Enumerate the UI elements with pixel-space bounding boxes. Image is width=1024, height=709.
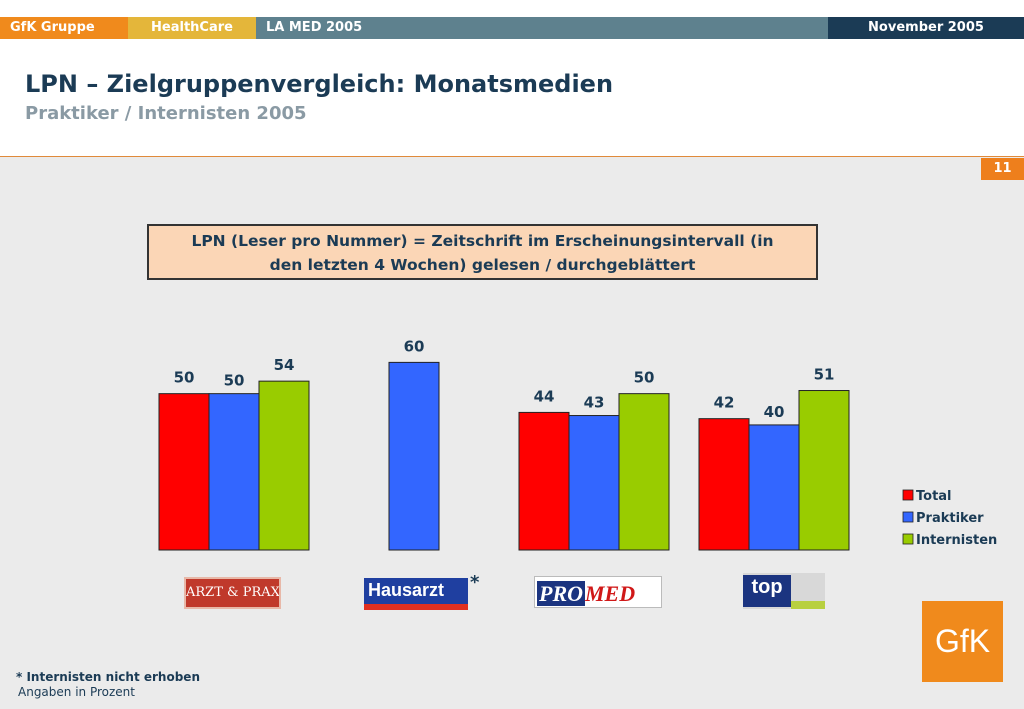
arzt-praxis-logo: ARZT & PRAXIS: [184, 577, 281, 609]
bar-arzt-praxis-praktiker: [208, 393, 260, 551]
promed-logo-med: MED: [585, 581, 636, 606]
bar-promed-total: [518, 411, 570, 551]
bar-promed-praktiker: [568, 415, 620, 551]
data-label-top-medizin-total: 42: [714, 394, 735, 412]
study-label: LA MED 2005: [256, 17, 828, 39]
page-number: 11: [981, 158, 1024, 180]
definition-box: LPN (Leser pro Nummer) = Zeitschrift im …: [147, 224, 818, 280]
hausarzt-logo-stripe: [364, 604, 468, 610]
legend-label-internisten: Internisten: [916, 533, 997, 548]
promed-logo: PROMED: [534, 576, 662, 608]
bar-top-medizin-praktiker: [748, 424, 800, 551]
data-label-arzt-praxis-internisten: 54: [274, 356, 295, 374]
data-label-promed-praktiker: 43: [584, 394, 605, 412]
bar-arzt-praxis-total: [158, 393, 210, 551]
hausarzt-asterisk: *: [470, 572, 480, 593]
gfk-logo: GfK: [922, 601, 1003, 682]
legend-label-total: Total: [916, 489, 952, 504]
date-label: November 2005: [828, 17, 1024, 39]
top-bar: GfK Gruppe HealthCare LA MED 2005 Novemb…: [0, 17, 1024, 39]
top-medizin-logo-accent: [791, 601, 825, 609]
bar-arzt-praxis-internisten: [258, 380, 310, 551]
data-label-promed-total: 44: [534, 387, 555, 405]
unit-note: Angaben in Prozent: [18, 685, 135, 699]
legend-swatch-total: [902, 489, 914, 501]
data-label-top-medizin-praktiker: 40: [764, 403, 785, 421]
hausarzt-logo-text: Hausarzt: [368, 580, 445, 600]
division-label: HealthCare: [128, 17, 256, 39]
data-label-arzt-praxis-praktiker: 50: [224, 372, 245, 390]
legend-swatch-internisten: [902, 533, 914, 545]
data-label-promed-internisten: 50: [634, 369, 655, 387]
legend-label-praktiker: Praktiker: [916, 511, 984, 526]
page-title: LPN – Zielgruppenvergleich: Monatsmedien: [25, 70, 614, 98]
bar-top-medizin-total: [698, 418, 750, 551]
footnote: * Internisten nicht erhoben: [16, 670, 200, 684]
legend-swatch-praktiker: [902, 511, 914, 523]
definition-line-2: den letzten 4 Wochen) gelesen / durchgeb…: [269, 256, 696, 274]
company-label: GfK Gruppe: [0, 17, 128, 39]
data-label-arzt-praxis-total: 50: [174, 369, 195, 387]
top-medizin-logo-text: top: [743, 575, 791, 607]
bar-top-medizin-internisten: [798, 390, 850, 551]
bar-promed-internisten: [618, 393, 670, 551]
promed-logo-pro: PRO: [537, 581, 585, 606]
page-subtitle: Praktiker / Internisten 2005: [25, 103, 307, 124]
data-label-top-medizin-internisten: 51: [814, 366, 835, 384]
arzt-praxis-logo-text: ARZT & PRAXIS: [186, 585, 280, 600]
definition-line-1: LPN (Leser pro Nummer) = Zeitschrift im …: [191, 232, 774, 250]
data-label-hausarzt-praktiker: 60: [404, 337, 425, 355]
hausarzt-logo: Hausarzt: [364, 578, 468, 610]
top-medizin-logo: top: [743, 573, 825, 609]
bar-hausarzt-praktiker: [388, 361, 440, 551]
